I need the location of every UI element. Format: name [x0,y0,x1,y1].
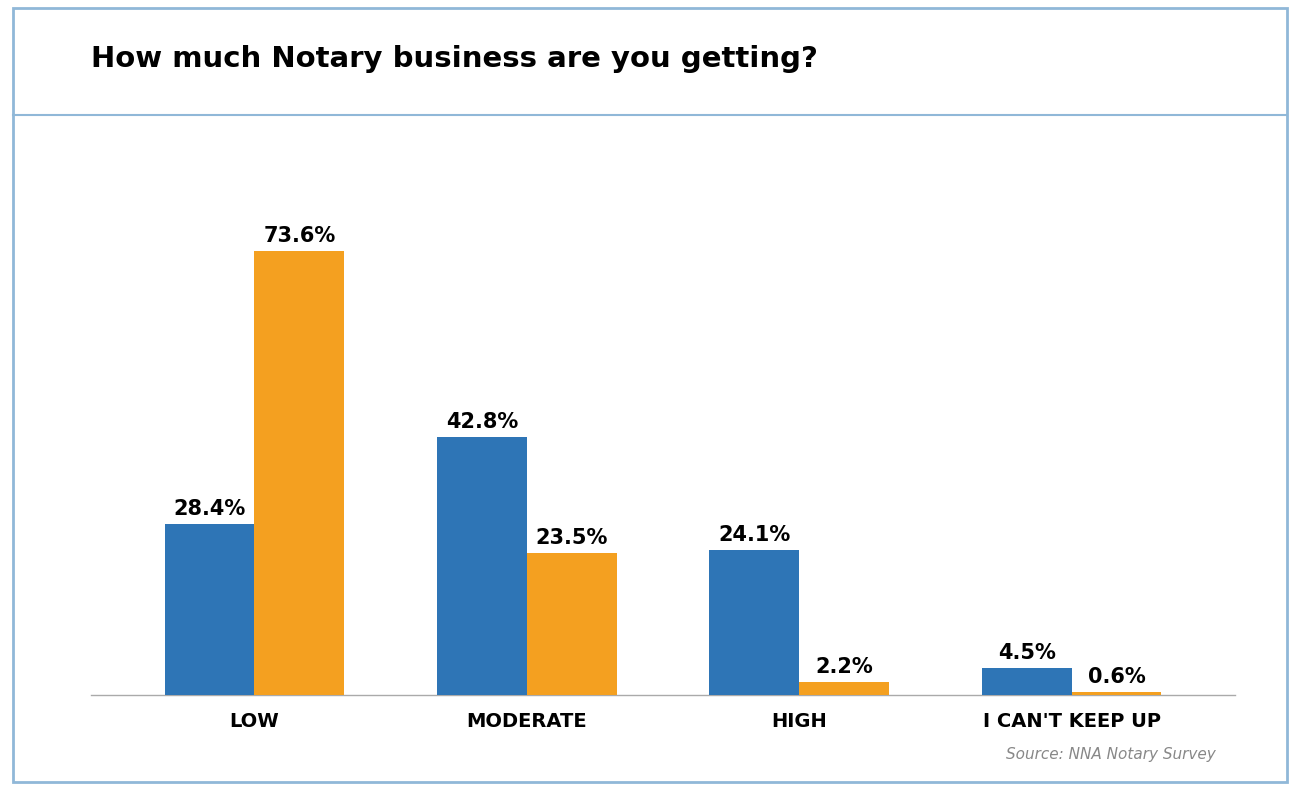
Text: 24.1%: 24.1% [718,525,790,545]
Bar [165,524,255,695]
Text: How much Notary business are you getting?: How much Notary business are you getting… [91,45,818,73]
Text: 28.4%: 28.4% [173,498,246,519]
Text: 0.6%: 0.6% [1088,667,1145,687]
Text: 2.2%: 2.2% [815,657,874,677]
Bar [526,553,616,695]
Text: Source: NNA Notary Survey: Source: NNA Notary Survey [1006,747,1216,762]
Bar [1071,691,1161,695]
Text: 73.6%: 73.6% [263,226,335,246]
Bar [982,668,1071,695]
Text: 23.5%: 23.5% [536,529,608,548]
Bar [437,437,526,695]
Bar [800,682,889,695]
Text: 42.8%: 42.8% [446,412,517,432]
Text: 4.5%: 4.5% [997,643,1056,663]
Bar [710,550,800,695]
Bar [255,250,344,695]
